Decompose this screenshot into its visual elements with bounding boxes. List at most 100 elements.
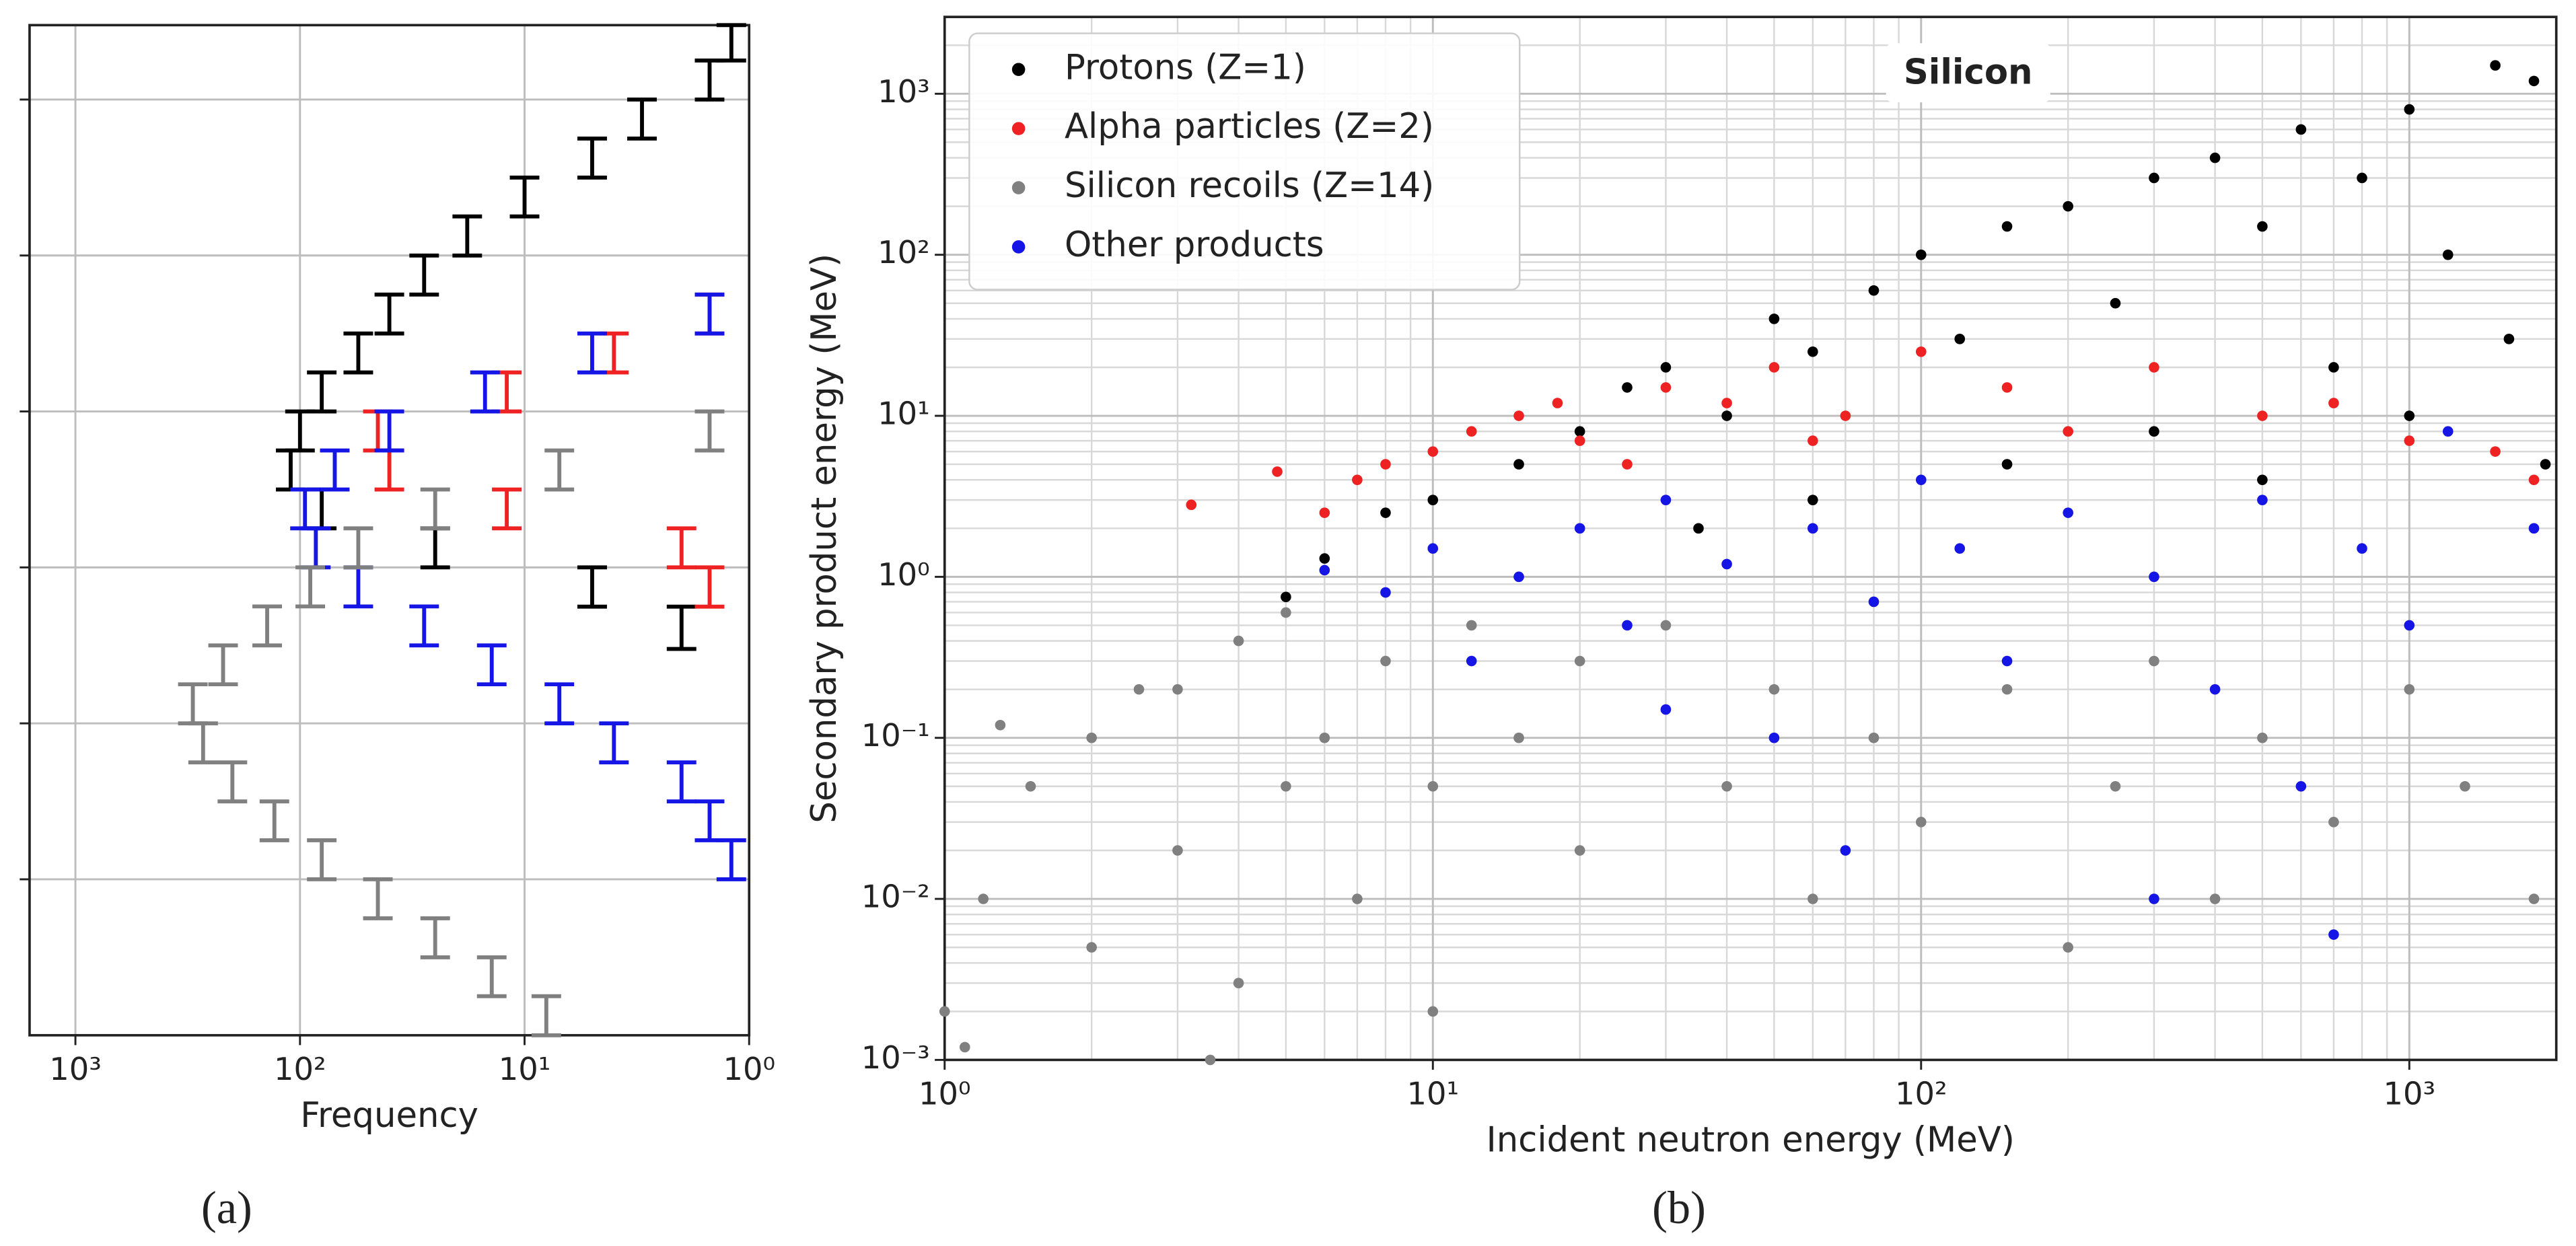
x-tick-label: 10³ — [49, 1051, 102, 1087]
legend-label: Alpha particles (Z=2) — [1065, 106, 1434, 147]
scatter-point — [1272, 466, 1283, 477]
panel-label: (a) — [201, 1182, 252, 1233]
histogram-bin — [409, 253, 439, 297]
scatter-point — [2001, 684, 2013, 695]
scatter-point — [1915, 474, 1927, 486]
scatter-point — [1808, 893, 1818, 904]
scatter-point — [2149, 426, 2159, 437]
scatter-point — [1721, 410, 1732, 421]
legend-marker — [1011, 63, 1026, 77]
x-tick-label: 10² — [1895, 1076, 1947, 1112]
histogram-bin — [295, 565, 326, 609]
scatter-point — [2001, 655, 2013, 667]
scatter-point — [2357, 543, 2367, 554]
scatter-point — [2149, 571, 2159, 583]
histogram-bin — [694, 565, 725, 609]
histogram-bin — [363, 877, 393, 920]
scatter-point — [2001, 382, 2013, 393]
scatter-point — [2149, 655, 2159, 667]
title-box — [1886, 43, 2050, 103]
scatter-point — [1427, 780, 1439, 792]
histogram-bin — [259, 799, 289, 842]
histogram-bin — [307, 370, 337, 414]
histogram-bin — [307, 838, 337, 881]
x-tick-label: 10¹ — [499, 1051, 551, 1087]
scatter-point — [1915, 249, 1927, 260]
histogram-bin — [409, 604, 439, 648]
x-tick-label: 10³ — [2383, 1076, 2435, 1112]
scatter-point — [1380, 507, 1391, 518]
scatter-point — [1768, 362, 1780, 373]
scatter-point — [2001, 221, 2013, 232]
histogram-bin — [577, 137, 607, 180]
legend-box — [968, 32, 1521, 291]
scatter-point — [1660, 382, 1672, 393]
y-tick-label: 10⁻¹ — [861, 717, 930, 754]
scatter-point — [1427, 494, 1439, 505]
scatter-point — [1868, 596, 1880, 608]
scatter-point — [2328, 398, 2339, 408]
legend-marker — [1011, 122, 1026, 135]
scatter-point — [2149, 893, 2159, 904]
scatter-point — [1427, 446, 1439, 457]
histogram-bin — [599, 721, 629, 765]
x-tick-label: 10⁰ — [919, 1076, 971, 1112]
x-tick-label: 10² — [274, 1051, 326, 1087]
scatter-point — [1205, 1054, 1216, 1066]
scatter-point — [1466, 620, 1477, 631]
plot-frame — [943, 15, 2558, 1062]
scatter-point — [1466, 655, 1477, 667]
scatter-point — [1840, 845, 1851, 856]
histogram-bin — [694, 409, 725, 453]
histogram-bin — [531, 994, 561, 1037]
scatter-point — [1574, 655, 1585, 667]
histogram-bin — [716, 23, 746, 63]
x-tick-label: 10⁰ — [723, 1051, 775, 1087]
scatter-point — [1915, 817, 1927, 828]
scatter-point — [1574, 845, 1585, 856]
scatter-point — [1352, 474, 1363, 486]
scatter-point — [2295, 780, 2307, 792]
scatter-point — [1380, 459, 1391, 470]
scatter-point — [2503, 334, 2515, 344]
histogram-bin — [217, 760, 248, 804]
histogram-bin — [470, 370, 500, 414]
scatter-point — [2442, 426, 2454, 437]
scatter-point — [1319, 564, 1330, 576]
scatter-point — [1427, 543, 1439, 554]
histogram-bin — [577, 565, 607, 609]
scatter-point — [1574, 523, 1585, 534]
scatter-point — [2490, 60, 2501, 71]
scatter-point — [2257, 221, 2268, 232]
y-tick-label: 10³ — [878, 73, 930, 110]
scatter-point — [2257, 474, 2268, 486]
scatter-point — [978, 893, 989, 904]
histogram-bin — [252, 604, 282, 648]
scatter-point — [1513, 732, 1524, 743]
chart-title: Silicon — [1904, 52, 2033, 93]
scatter-point — [2442, 249, 2454, 260]
scatter-point — [1721, 780, 1732, 792]
scatter-point — [1427, 1006, 1439, 1017]
scatter-point — [939, 1006, 950, 1017]
scatter-point — [2528, 75, 2540, 87]
scatter-point — [2063, 942, 2074, 953]
scatter-point — [2528, 474, 2540, 486]
scatter-point — [2209, 893, 2221, 904]
scatter-point — [1622, 382, 1633, 393]
scatter-point — [2149, 172, 2159, 184]
scatter-point — [1380, 655, 1391, 667]
scatter-point — [1915, 346, 1927, 357]
scatter-point — [2328, 817, 2339, 828]
scatter-point — [2063, 200, 2074, 212]
scatter-point — [1840, 410, 1851, 421]
y-tick-label: 10⁻³ — [861, 1039, 930, 1076]
scatter-point — [1172, 845, 1183, 856]
legend-label: Other products — [1065, 225, 1324, 265]
scatter-point — [1552, 398, 1563, 408]
histogram-bin — [290, 487, 320, 531]
scatter-point — [1660, 704, 1672, 715]
y-axis-label: Secondary product energy (MeV) — [804, 254, 845, 823]
scatter-point — [1622, 459, 1633, 470]
scatter-point — [1319, 732, 1330, 743]
